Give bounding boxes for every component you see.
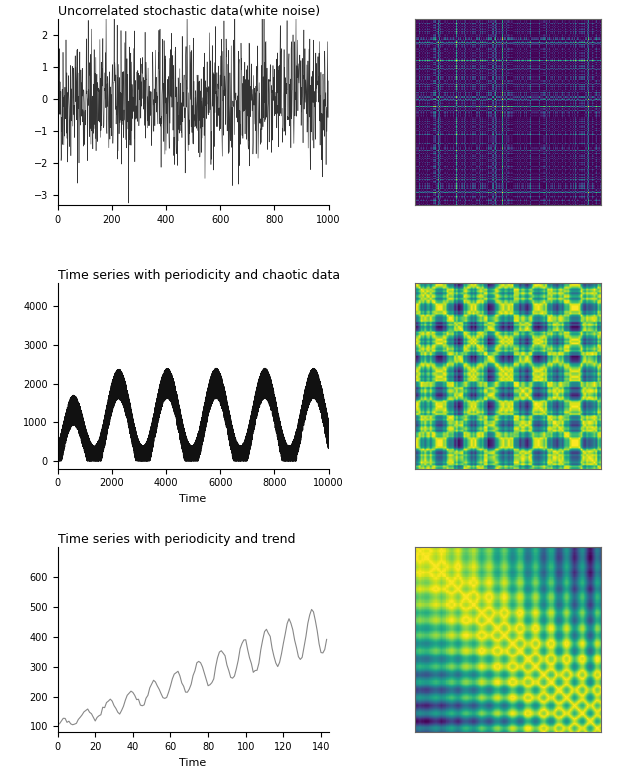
X-axis label: Time: Time	[179, 758, 207, 767]
X-axis label: Time: Time	[179, 494, 207, 504]
Text: Time series with periodicity and trend: Time series with periodicity and trend	[58, 532, 295, 545]
Text: Uncorrelated stochastic data(white noise): Uncorrelated stochastic data(white noise…	[58, 5, 320, 18]
Text: Time series with periodicity and chaotic data: Time series with periodicity and chaotic…	[58, 268, 340, 281]
